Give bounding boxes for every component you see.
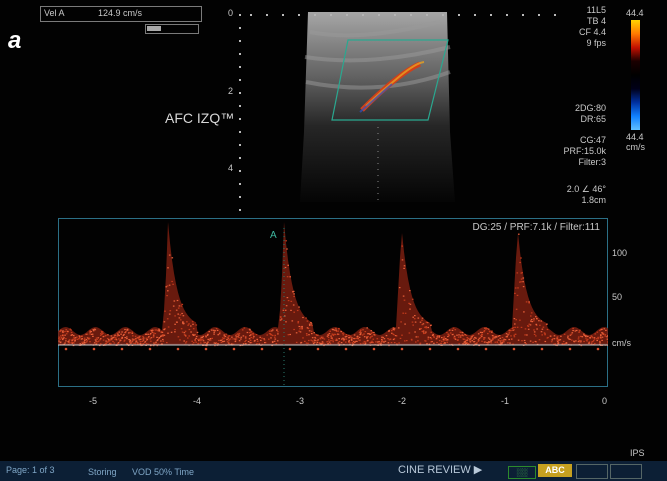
param-prf: PRF:15.0k: [563, 146, 606, 156]
param-cg: CG:47: [579, 135, 606, 145]
depth-tick: [239, 66, 241, 68]
depth-tick: [239, 92, 241, 94]
doppler-cursor-label: A: [270, 230, 277, 241]
top-edge-tick: [250, 14, 252, 16]
depth-tick: [239, 131, 241, 133]
depth-tick: [239, 105, 241, 107]
figure-letter: a: [8, 27, 22, 54]
depth-label-0: 0: [228, 8, 234, 18]
depth-tick: [239, 157, 241, 159]
param-tb: TB 4: [586, 16, 606, 26]
param-fps: 9 fps: [586, 38, 606, 48]
time-label-minus3: -3: [296, 396, 305, 406]
doppler-spectrum: [58, 218, 608, 387]
velocity-label: Vel A: [44, 8, 65, 18]
param-gate-size: 1.8cm: [581, 195, 606, 205]
depth-tick: [239, 170, 241, 172]
study-label: AFC IZQ™: [165, 110, 235, 126]
color-velocity-bar: [631, 20, 640, 130]
param-dr: DR:65: [580, 114, 606, 124]
empty-softkey-2[interactable]: [610, 464, 642, 479]
depth-tick: [239, 40, 241, 42]
time-label-minus2: -2: [398, 396, 407, 406]
status-bar: Page: 1 of 3 Storing VOD 50% Time CINE R…: [0, 461, 667, 481]
depth-tick: [239, 14, 241, 16]
velocity-slider[interactable]: [145, 24, 199, 34]
color-box[interactable]: [331, 39, 449, 121]
page-indicator: Page: 1 of 3: [6, 465, 55, 475]
time-label-minus5: -5: [89, 396, 98, 406]
top-edge-tick: [474, 14, 476, 16]
doppler-params: DG:25 / PRF:7.1k / Filter:111: [472, 222, 600, 233]
time-label-minus4: -4: [193, 396, 202, 406]
depth-tick: [239, 27, 241, 29]
top-edge-tick: [490, 14, 492, 16]
doppler-scale-100: 100: [612, 248, 628, 258]
depth-tick: [239, 209, 241, 211]
depth-tick: [239, 79, 241, 81]
time-label-0: 0: [602, 396, 608, 406]
depth-tick: [239, 196, 241, 198]
velocity-slider-knob[interactable]: [147, 26, 161, 31]
empty-softkey-1[interactable]: [576, 464, 608, 479]
param-angle: 2.0 ∠ 46°: [566, 184, 606, 194]
top-edge-tick: [266, 14, 268, 16]
colorbar-min: 44.4: [626, 132, 644, 142]
doppler-frame: [58, 218, 608, 387]
top-edge-tick: [554, 14, 556, 16]
depth-label-2: 2: [228, 86, 234, 96]
green-indicator-button[interactable]: ░░: [508, 466, 536, 479]
velocity-readout-box: [40, 6, 202, 22]
top-edge-tick: [506, 14, 508, 16]
top-edge-tick: [458, 14, 460, 16]
mode-status: VOD 50% Time: [132, 467, 195, 477]
storing-status: Storing: [88, 467, 117, 477]
doppler-scale-50: 50: [612, 292, 623, 302]
param-filter: Filter:3: [578, 157, 606, 167]
param-cf: CF 4.4: [578, 27, 606, 37]
depth-tick: [239, 118, 241, 120]
top-edge-tick: [282, 14, 284, 16]
top-edge-tick: [298, 14, 300, 16]
colorbar-max: 44.4: [626, 8, 644, 18]
spectrum-envelope: [58, 222, 608, 345]
colorbar-unit: cm/s: [626, 142, 645, 152]
cine-review-button[interactable]: CINE REVIEW ▶: [398, 464, 483, 476]
depth-label-4: 4: [228, 163, 234, 173]
bmode-image: [300, 12, 455, 202]
doppler-scale-unit: cm/s: [612, 338, 631, 348]
top-edge-tick: [538, 14, 540, 16]
velocity-value: 124.9 cm/s: [98, 8, 143, 18]
param-2dg: 2DG:80: [574, 103, 606, 113]
depth-tick: [239, 183, 241, 185]
abc-annotation-button[interactable]: ABC: [538, 464, 572, 477]
top-edge-tick: [522, 14, 524, 16]
depth-tick: [239, 144, 241, 146]
ips-label: IPS: [630, 448, 645, 458]
spectral-doppler-panel: A DG:25 / PRF:7.1k / Filter:111: [58, 218, 608, 388]
depth-tick: [239, 53, 241, 55]
param-probe: 11L5: [586, 5, 606, 15]
time-label-minus1: -1: [501, 396, 510, 406]
